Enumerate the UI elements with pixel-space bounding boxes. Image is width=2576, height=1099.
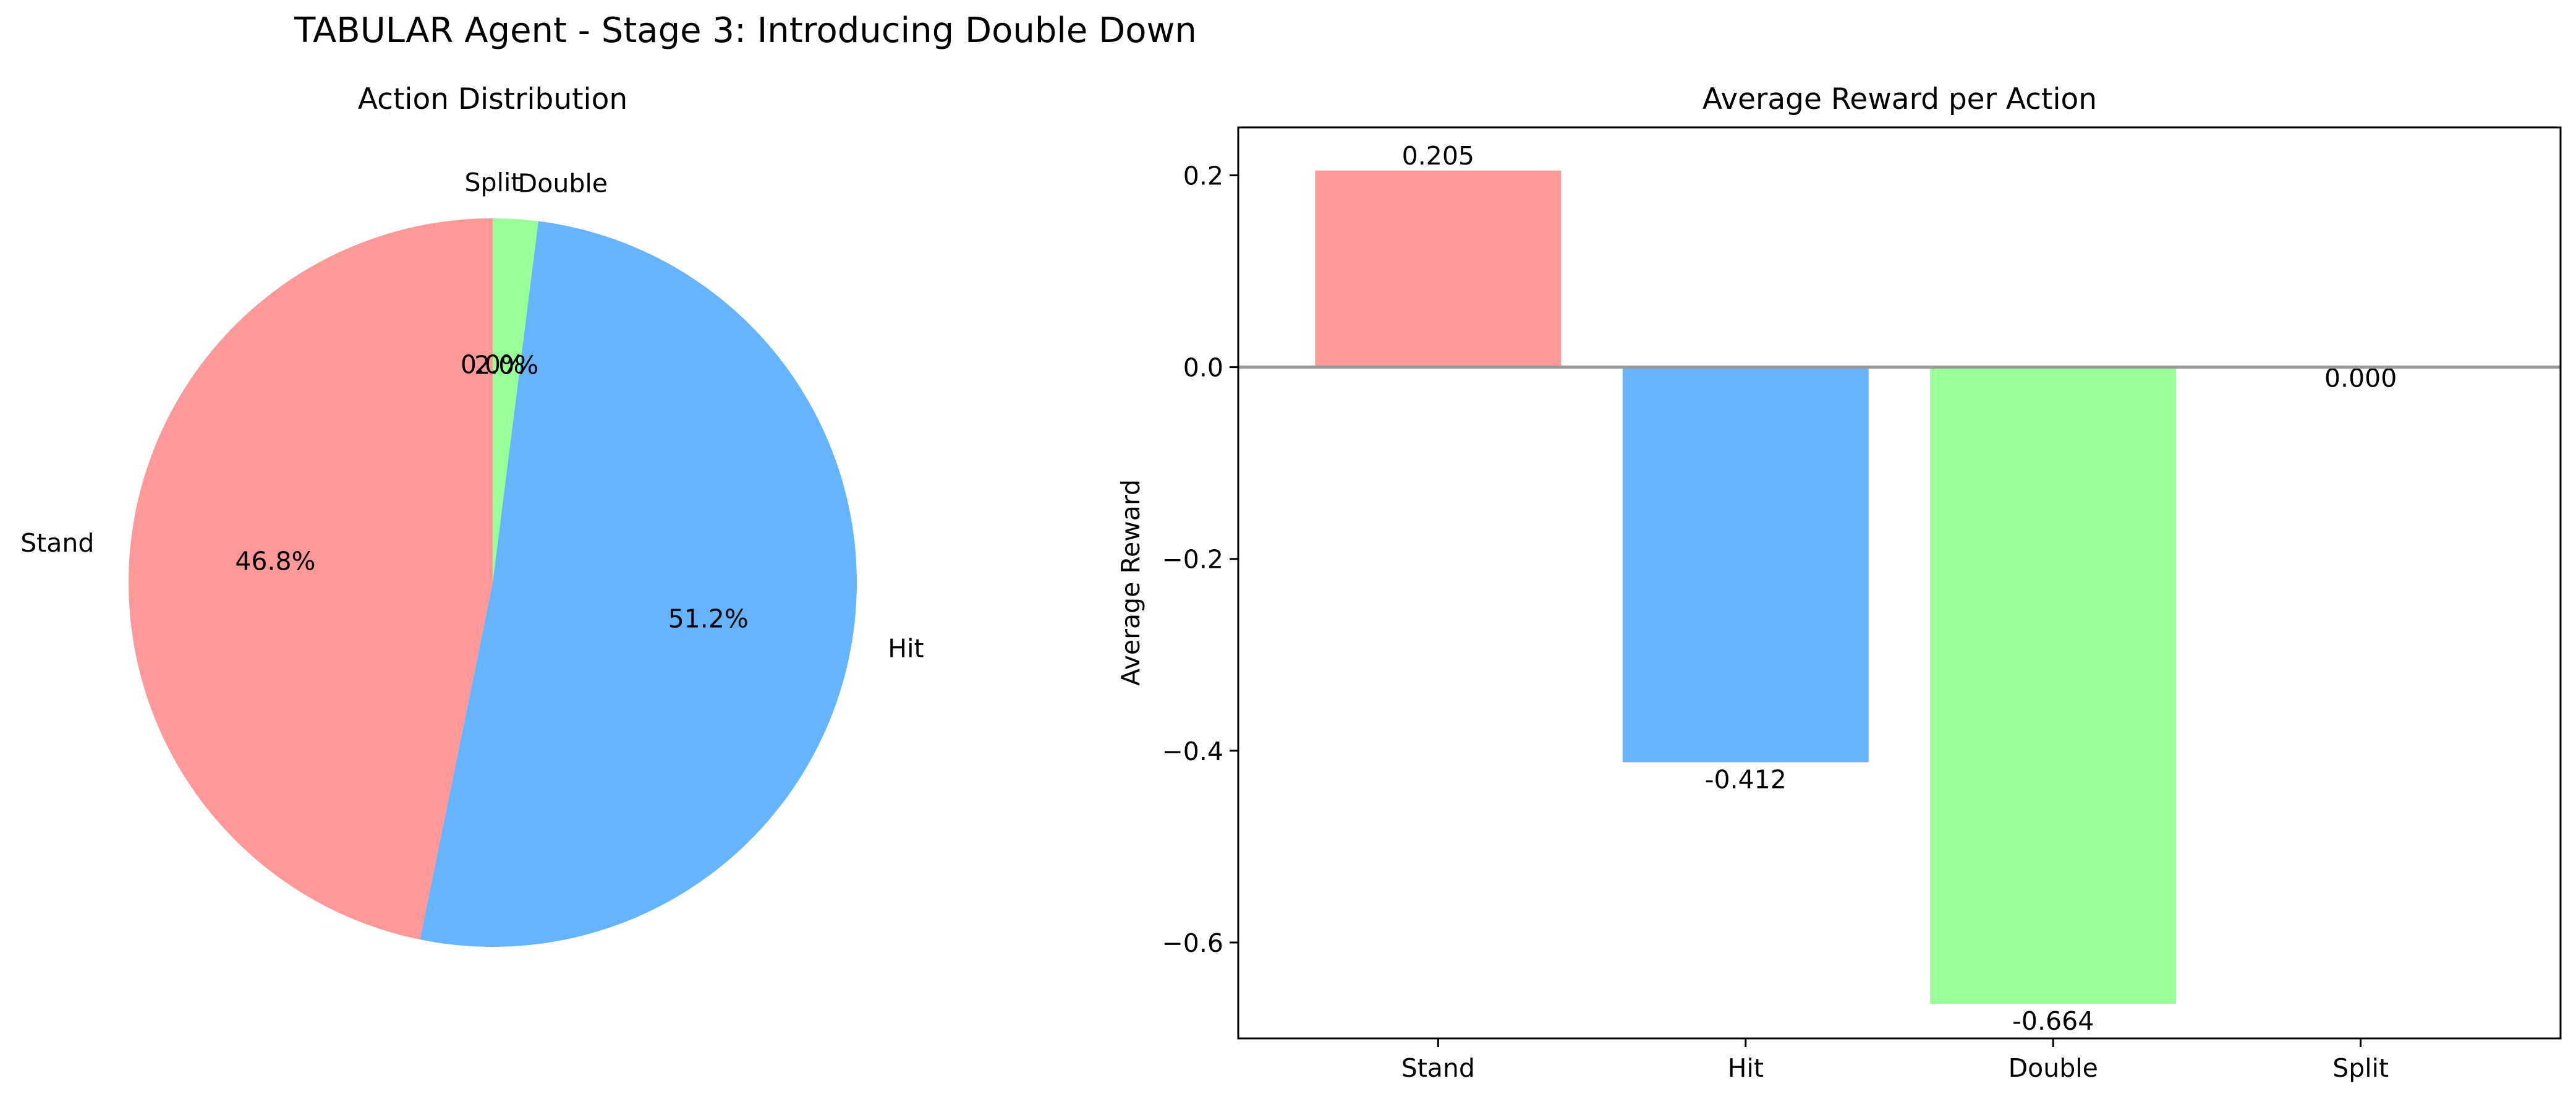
pie-chart-title: Action Distribution	[358, 82, 627, 116]
bar-value-label-double: -0.664	[2012, 1006, 2094, 1036]
pie-slice-double	[493, 218, 538, 583]
x-tick-label-double: Double	[2009, 1053, 2098, 1083]
pie-percent-label-hit: 51.2%	[668, 604, 749, 633]
bar-stand	[1315, 170, 1562, 367]
bar-hit	[1622, 367, 1869, 763]
bar-double	[1930, 367, 2177, 1004]
y-tick-label: 0.2	[1183, 161, 1223, 191]
bar-value-label-stand: 0.205	[1402, 141, 1474, 171]
pie-chart: Action Distribution Stand 46.8% Hit 51.2% Do…	[20, 82, 924, 947]
x-tick-label-hit: Hit	[1728, 1053, 1764, 1083]
bar-chart-title: Average Reward per Action	[1702, 82, 2097, 116]
y-tick-label: 0.0	[1183, 353, 1223, 383]
bar-value-label-hit: -0.412	[1705, 764, 1787, 794]
pie-category-label-stand: Stand	[20, 528, 94, 558]
pie-percent-label-stand: 46.8%	[235, 547, 315, 576]
pie-category-label-hit: Hit	[888, 633, 924, 663]
bar-chart: Average Reward per Action 0.205 -0.412 -0.…	[1116, 82, 2562, 1083]
y-tick-label: −0.4	[1162, 737, 1223, 766]
pie-percent-label-double: 2.0%	[474, 350, 538, 380]
pie-category-label-split: Split	[465, 168, 521, 197]
x-tick-label-stand: Stand	[1401, 1053, 1475, 1083]
pie-slice-stand	[129, 218, 493, 940]
pie-percent-label-split: 0.0%	[461, 350, 525, 380]
pie-slice-hit	[420, 221, 857, 947]
y-tick-label: −0.6	[1162, 928, 1223, 958]
x-tick-label-split: Split	[2332, 1053, 2389, 1083]
pie-category-label-double: Double	[518, 168, 608, 198]
y-tick-label: −0.2	[1162, 545, 1223, 575]
figure-title: TABULAR Agent - Stage 3: Introducing Dou…	[294, 11, 1197, 51]
y-axis-label: Average Reward	[1116, 479, 1146, 686]
bar-plot-frame	[1237, 126, 2562, 1040]
